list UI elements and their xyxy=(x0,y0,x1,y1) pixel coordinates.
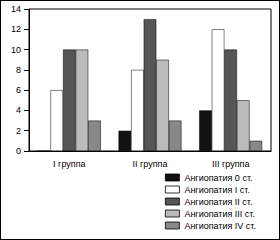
svg-text:Ангиопатия IV ст.: Ангиопатия IV ст. xyxy=(184,221,256,231)
svg-text:0: 0 xyxy=(16,146,21,156)
svg-text:12: 12 xyxy=(11,24,21,34)
svg-text:III группа: III группа xyxy=(212,159,249,169)
svg-text:Ангиопатия II ст.: Ангиопатия II ст. xyxy=(184,197,252,207)
svg-text:4: 4 xyxy=(16,105,21,115)
svg-text:14: 14 xyxy=(11,4,21,14)
svg-text:2: 2 xyxy=(16,126,21,136)
svg-text:8: 8 xyxy=(16,65,21,75)
svg-text:6: 6 xyxy=(16,85,21,95)
svg-text:II группа: II группа xyxy=(133,159,168,169)
svg-text:Ангиопатия I ст.: Ангиопатия I ст. xyxy=(184,185,250,195)
svg-text:I группа: I группа xyxy=(53,159,85,169)
svg-text:Ангиопатия III ст.: Ангиопатия III ст. xyxy=(184,209,255,219)
svg-text:Ангиопатия 0 ст.: Ангиопатия 0 ст. xyxy=(184,173,252,183)
svg-text:10: 10 xyxy=(11,45,21,55)
